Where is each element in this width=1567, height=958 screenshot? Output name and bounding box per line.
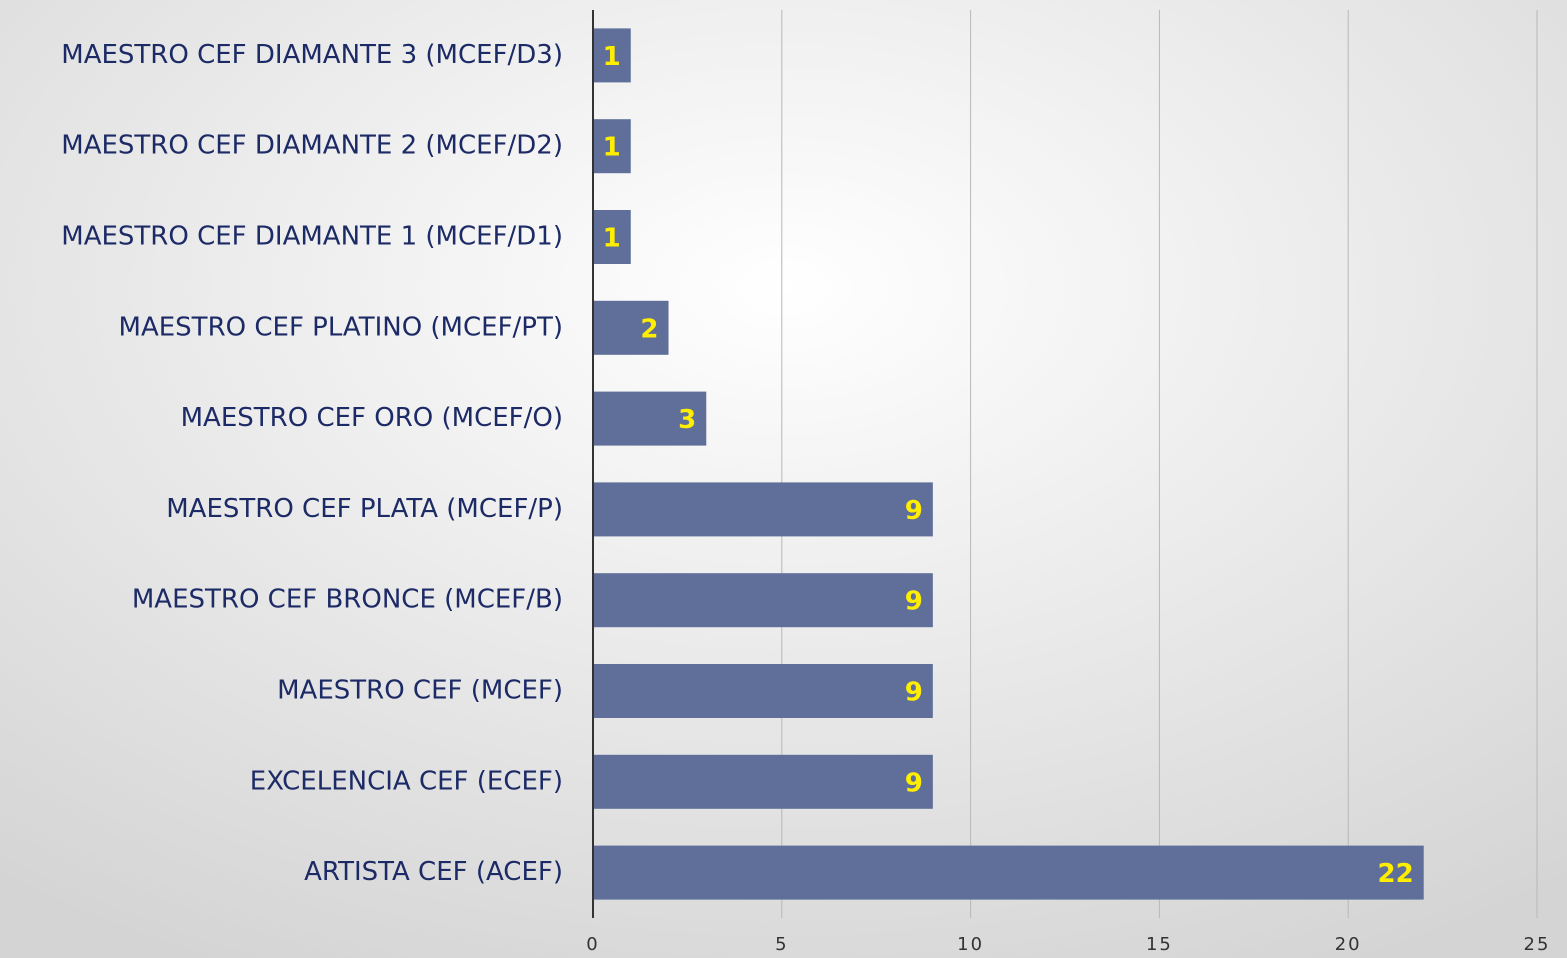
value-label: 9 bbox=[905, 678, 923, 708]
bar bbox=[593, 754, 933, 809]
y-tick-label: EXCELENCIA CEF (ECEF) bbox=[250, 766, 563, 796]
y-tick-label: MAESTRO CEF DIAMANTE 2 (MCEF/D2) bbox=[61, 131, 563, 161]
y-tick-label: MAESTRO CEF DIAMANTE 3 (MCEF/D3) bbox=[61, 40, 563, 70]
value-label: 1 bbox=[603, 42, 621, 72]
x-tick-label: 5 bbox=[775, 934, 788, 955]
y-tick-label: MAESTRO CEF ORO (MCEF/O) bbox=[181, 403, 563, 433]
bar bbox=[593, 664, 933, 718]
bar bbox=[593, 210, 631, 264]
bar bbox=[593, 573, 933, 628]
y-tick-label: MAESTRO CEF DIAMANTE 1 (MCEF/D1) bbox=[61, 222, 563, 252]
value-label: 1 bbox=[603, 133, 621, 163]
x-tick-label: 20 bbox=[1335, 934, 1362, 955]
bar bbox=[593, 119, 631, 174]
value-label: 9 bbox=[905, 768, 923, 798]
bar bbox=[593, 300, 669, 355]
bar bbox=[593, 845, 1424, 900]
value-label: 9 bbox=[905, 587, 923, 617]
x-tick-label: 15 bbox=[1146, 934, 1173, 955]
value-label: 2 bbox=[640, 314, 658, 344]
bar bbox=[593, 28, 631, 83]
y-tick-label: MAESTRO CEF BRONCE (MCEF/B) bbox=[132, 585, 563, 615]
value-label: 3 bbox=[678, 405, 696, 435]
x-tick-label: 0 bbox=[586, 934, 599, 955]
x-tick-label: 25 bbox=[1524, 934, 1551, 955]
value-label: 22 bbox=[1378, 859, 1414, 889]
y-tick-label: ARTISTA CEF (ACEF) bbox=[304, 857, 563, 887]
value-label: 1 bbox=[603, 224, 621, 254]
bar bbox=[593, 482, 933, 537]
bar bbox=[593, 391, 707, 446]
y-tick-label: MAESTRO CEF PLATA (MCEF/P) bbox=[166, 494, 563, 524]
y-tick-label: MAESTRO CEF PLATINO (MCEF/PT) bbox=[119, 312, 563, 342]
x-tick-label: 10 bbox=[957, 934, 984, 955]
y-tick-label: MAESTRO CEF (MCEF) bbox=[277, 676, 563, 706]
value-label: 9 bbox=[905, 496, 923, 526]
